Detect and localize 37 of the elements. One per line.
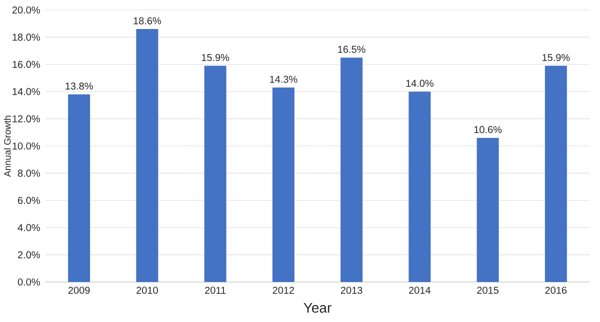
bar xyxy=(272,88,294,282)
x-tick-label: 2016 xyxy=(545,286,567,294)
data-label: 14.3% xyxy=(270,76,298,83)
bar xyxy=(544,66,567,282)
x-tick-label: 2010 xyxy=(136,286,158,294)
y-tick-label: 0.0% xyxy=(18,278,40,286)
bar xyxy=(204,66,226,282)
data-label: 15.9% xyxy=(542,54,570,62)
y-tick-label: 10.0% xyxy=(12,142,40,150)
data-label: 15.9% xyxy=(202,54,230,62)
x-axis-title: Year xyxy=(304,302,332,313)
x-tick-label: 2011 xyxy=(205,286,226,294)
bar xyxy=(476,138,499,282)
bar xyxy=(340,58,363,282)
data-label: 10.6% xyxy=(474,126,502,134)
y-tick-label: 12.0% xyxy=(12,115,40,122)
y-tick-label: 14.0% xyxy=(12,88,40,96)
data-label: 18.6% xyxy=(134,17,161,24)
y-tick-label: 16.0% xyxy=(12,60,40,68)
y-tick-label: 18.0% xyxy=(12,34,40,41)
data-label: 14.0% xyxy=(406,80,434,87)
x-tick-label: 2014 xyxy=(409,286,431,294)
y-tick-label: 2.0% xyxy=(18,251,40,258)
y-tick-label: 6.0% xyxy=(18,196,40,204)
x-tick-label: 2012 xyxy=(272,286,294,294)
data-label: 13.8% xyxy=(66,82,93,90)
y-tick-label: 20.0% xyxy=(12,6,40,14)
y-tick-label: 4.0% xyxy=(18,224,40,232)
data-label: 16.5% xyxy=(338,46,366,53)
bar xyxy=(68,94,90,282)
bar xyxy=(408,92,431,282)
bar xyxy=(136,29,158,282)
y-tick-label: 8.0% xyxy=(18,170,40,177)
x-tick-label: 2013 xyxy=(340,286,362,294)
y-axis-title: Annual Growth xyxy=(4,116,11,177)
x-tick-label: 2015 xyxy=(477,286,499,294)
x-tick-label: 2009 xyxy=(68,286,90,294)
